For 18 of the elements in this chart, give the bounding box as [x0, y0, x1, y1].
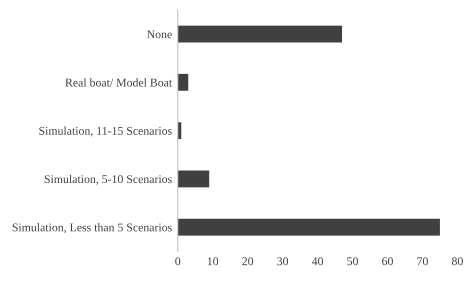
- bar: [178, 170, 210, 188]
- y-tick-label: Real boat/ Model Boat: [65, 78, 172, 87]
- x-tick-label: 60: [382, 257, 393, 266]
- x-tick-label: 30: [277, 257, 288, 266]
- bar: [178, 26, 342, 43]
- x-tick-label: 80: [452, 257, 463, 266]
- x-tick-label: 40: [312, 257, 324, 266]
- y-tick-label: Simulation, 5-10 Scenarios: [44, 174, 172, 185]
- x-tick-label: 50: [347, 257, 358, 266]
- y-tick-label: Simulation, Less than 5 Scenarios: [12, 223, 172, 234]
- x-tick-label: 70: [417, 257, 428, 266]
- x-tick-label: 10: [208, 257, 218, 266]
- x-tick-label: 0: [175, 257, 180, 266]
- bar: [178, 218, 440, 236]
- y-tick-label: None: [146, 30, 172, 38]
- bar: [178, 74, 188, 91]
- x-tick-label: 20: [242, 257, 254, 266]
- y-tick-label: Simulation, 11-15 Scenarios: [39, 126, 172, 137]
